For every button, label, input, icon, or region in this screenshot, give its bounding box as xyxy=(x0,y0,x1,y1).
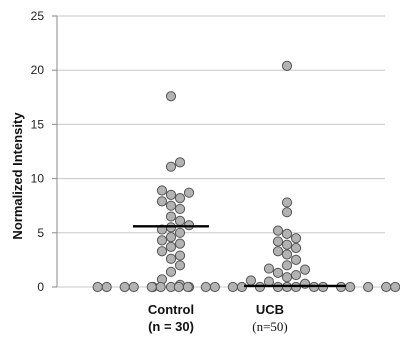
data-points xyxy=(92,60,400,293)
y-tick-labels: 0 5 10 15 20 25 xyxy=(31,9,45,294)
data-point-ucb xyxy=(272,236,284,247)
x-category-sublabel-control: (n = 30) xyxy=(148,319,194,334)
grid-lines xyxy=(57,15,385,288)
data-point-ucb xyxy=(290,254,302,265)
data-point-ucb xyxy=(101,281,112,293)
data-point-ucb xyxy=(281,228,293,239)
data-point-ucb xyxy=(290,233,302,244)
data-point-control xyxy=(165,189,177,200)
data-point-control xyxy=(174,238,186,249)
data-point-control xyxy=(165,161,177,172)
data-point-ucb xyxy=(281,60,293,71)
y-tick-label-10: 10 xyxy=(31,172,45,186)
data-point-ucb xyxy=(281,249,293,260)
data-point-control xyxy=(174,203,186,215)
data-point-ucb xyxy=(290,242,302,254)
data-point-control xyxy=(156,185,168,196)
data-point-ucb xyxy=(119,281,130,293)
y-tick-label-15: 15 xyxy=(31,117,45,131)
data-point-ucb xyxy=(272,267,284,279)
y-axis xyxy=(52,15,58,288)
data-point-ucb xyxy=(245,275,257,286)
data-point-ucb xyxy=(155,281,166,293)
data-point-ucb xyxy=(272,246,284,257)
data-point-ucb xyxy=(92,281,103,293)
x-category-label-control: Control xyxy=(148,302,194,317)
data-point-control xyxy=(156,196,168,207)
data-point-control xyxy=(174,193,186,204)
data-point-ucb xyxy=(281,197,293,208)
data-point-control xyxy=(174,157,186,168)
data-point-control xyxy=(165,211,177,222)
data-point-ucb xyxy=(263,263,275,274)
data-point-control xyxy=(165,200,177,211)
data-point-ucb xyxy=(209,281,220,293)
data-point-ucb xyxy=(345,281,356,293)
x-category-label-ucb: UCB xyxy=(256,302,284,317)
data-point-ucb xyxy=(281,260,293,271)
data-point-control xyxy=(165,253,177,264)
data-point-ucb xyxy=(363,281,374,293)
data-point-control xyxy=(174,250,186,261)
data-point-ucb xyxy=(381,281,392,293)
y-axis-label: Normalized Intensity xyxy=(10,112,25,240)
data-point-control xyxy=(165,232,177,243)
data-point-control xyxy=(165,91,177,102)
y-tick-label-0: 0 xyxy=(37,280,44,294)
data-point-control xyxy=(174,227,186,238)
data-point-ucb xyxy=(281,207,293,218)
data-point-ucb xyxy=(299,264,311,275)
data-point-ucb xyxy=(173,281,184,293)
data-point-ucb xyxy=(390,281,400,293)
data-point-control xyxy=(183,187,195,198)
data-point-control xyxy=(174,260,186,271)
data-point-control xyxy=(156,235,168,246)
data-point-ucb xyxy=(146,281,157,293)
data-point-control xyxy=(165,241,177,252)
data-point-ucb xyxy=(272,225,284,236)
data-point-control xyxy=(156,246,168,257)
y-tick-label-20: 20 xyxy=(31,63,45,77)
data-point-control xyxy=(165,266,177,277)
y-tick-label-25: 25 xyxy=(31,9,45,23)
data-point-ucb xyxy=(182,281,193,293)
data-point-ucb xyxy=(281,272,293,283)
data-point-ucb xyxy=(227,281,239,293)
data-point-ucb xyxy=(128,281,139,293)
data-point-ucb xyxy=(200,281,211,293)
data-point-ucb xyxy=(281,239,293,250)
data-point-control xyxy=(174,215,186,226)
data-point-ucb xyxy=(290,269,302,281)
x-category-sublabel-ucb: (n=50) xyxy=(252,319,288,334)
median-lines xyxy=(133,225,346,288)
y-tick-label-5: 5 xyxy=(37,226,44,240)
